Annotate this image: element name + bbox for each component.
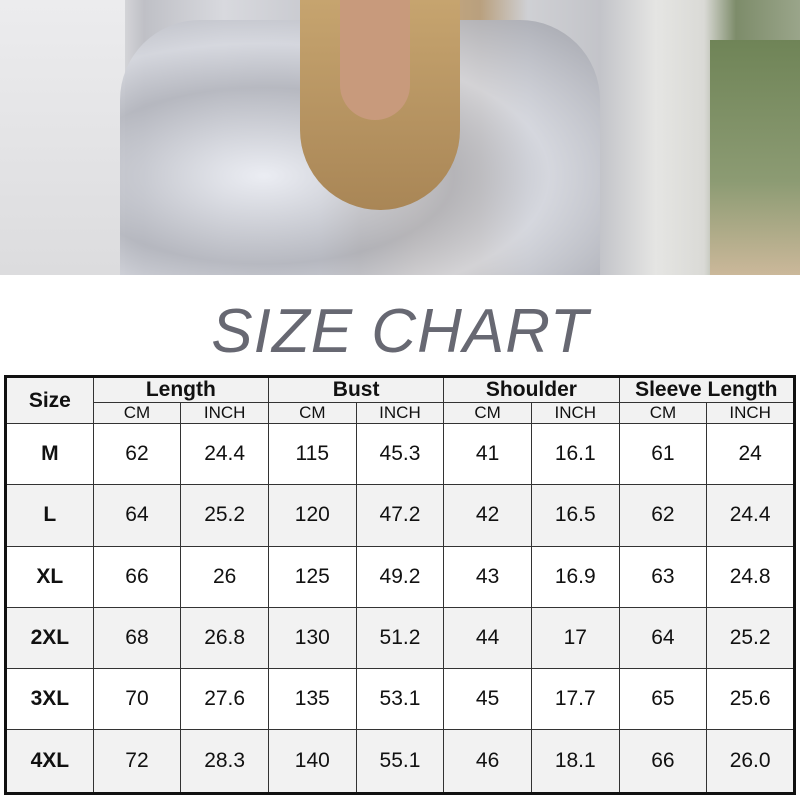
product-photo <box>0 0 800 275</box>
measurement-cell: 27.6 <box>180 667 269 731</box>
measurement-cell: 16.1 <box>530 422 620 486</box>
unit-header: INCH <box>706 402 795 424</box>
measurement-cell: 17 <box>530 606 620 670</box>
measurement-cell: 42 <box>443 484 532 547</box>
measurement-cell: 47.2 <box>355 484 445 547</box>
measurement-cell: 44 <box>443 606 532 670</box>
unit-header: INCH <box>180 402 269 424</box>
size-cell: M <box>5 422 94 486</box>
measurement-cell: 61 <box>618 422 708 486</box>
measurement-cell: 25.2 <box>706 606 795 670</box>
measurement-cell: 25.2 <box>180 484 269 547</box>
measurement-cell: 120 <box>267 484 357 547</box>
measurement-cell: 62 <box>92 422 182 486</box>
measurement-cell: 45 <box>443 667 532 731</box>
measurement-cell: 125 <box>267 545 357 608</box>
photo-wall <box>0 0 125 275</box>
group-header: Bust <box>267 376 445 403</box>
measurement-cell: 26 <box>180 545 269 608</box>
measurement-cell: 115 <box>267 422 357 486</box>
measurement-cell: 66 <box>92 545 182 608</box>
measurement-cell: 72 <box>92 729 182 794</box>
measurement-cell: 66 <box>618 729 708 794</box>
size-cell: XL <box>5 545 94 608</box>
measurement-cell: 55.1 <box>355 729 445 794</box>
measurement-cell: 24.4 <box>180 422 269 486</box>
measurement-cell: 16.5 <box>530 484 620 547</box>
measurement-cell: 62 <box>618 484 708 547</box>
measurement-cell: 18.1 <box>530 729 620 794</box>
unit-header: INCH <box>355 402 445 424</box>
header-row-groups: Size Length Bust Shoulder Sleeve Length <box>5 376 796 424</box>
measurement-cell: 26.0 <box>706 729 795 794</box>
measurement-cell: 49.2 <box>355 545 445 608</box>
measurement-cell: 70 <box>92 667 182 731</box>
measurement-cell: 51.2 <box>355 606 445 670</box>
group-header: Length <box>92 376 269 403</box>
size-chart-title: SIZE CHART <box>211 297 589 366</box>
measurement-cell: 24.4 <box>706 484 795 547</box>
measurement-cell: 16.9 <box>530 545 620 608</box>
measurement-cell: 17.7 <box>530 667 620 731</box>
measurement-cell: 45.3 <box>355 422 445 486</box>
photo-neck <box>340 0 410 120</box>
size-cell: 4XL <box>5 729 94 794</box>
photo-background-trees <box>710 40 800 275</box>
measurement-cell: 24.8 <box>706 545 795 608</box>
measurement-cell: 65 <box>618 667 708 731</box>
group-header: Sleeve Length <box>618 376 796 403</box>
table-row: L 64 25.2 120 47.2 42 16.5 62 24.4 <box>5 484 795 547</box>
header-row-units: CM INCH CM INCH CM INCH CM INCH <box>6 402 795 424</box>
unit-header: INCH <box>530 402 620 424</box>
size-chart-table: Size Length Bust Shoulder Sleeve Length CM I… <box>4 375 796 795</box>
table-row: M 62 24.4 115 45.3 41 16.1 61 24 <box>5 422 795 486</box>
measurement-cell: 24 <box>706 422 795 486</box>
size-header: Size <box>5 376 94 424</box>
size-cell: 2XL <box>5 606 94 670</box>
measurement-cell: 28.3 <box>180 729 269 794</box>
measurement-cell: 68 <box>92 606 182 670</box>
unit-header: CM <box>92 402 182 424</box>
table-row: 3XL 70 27.6 135 53.1 45 17.7 65 25.6 <box>5 667 795 731</box>
measurement-cell: 53.1 <box>355 667 445 731</box>
table-row: 4XL 72 28.3 140 55.1 46 18.1 66 26.0 <box>5 729 795 794</box>
measurement-cell: 46 <box>443 729 532 794</box>
table-row: 2XL 68 26.8 130 51.2 44 17 64 25.2 <box>5 606 795 670</box>
measurement-cell: 135 <box>267 667 357 731</box>
unit-header: CM <box>618 402 708 424</box>
size-cell: L <box>5 484 94 547</box>
measurement-cell: 64 <box>92 484 182 547</box>
unit-header: CM <box>443 402 532 424</box>
measurement-cell: 63 <box>618 545 708 608</box>
measurement-cell: 43 <box>443 545 532 608</box>
table-row: XL 66 26 125 49.2 43 16.9 63 24.8 <box>5 545 795 608</box>
measurement-cell: 41 <box>443 422 532 486</box>
measurement-cell: 64 <box>618 606 708 670</box>
size-cell: 3XL <box>5 667 94 731</box>
measurement-cell: 26.8 <box>180 606 269 670</box>
group-header: Shoulder <box>443 376 620 403</box>
unit-header: CM <box>267 402 357 424</box>
measurement-cell: 130 <box>267 606 357 670</box>
measurement-cell: 140 <box>267 729 357 794</box>
measurement-cell: 25.6 <box>706 667 795 731</box>
